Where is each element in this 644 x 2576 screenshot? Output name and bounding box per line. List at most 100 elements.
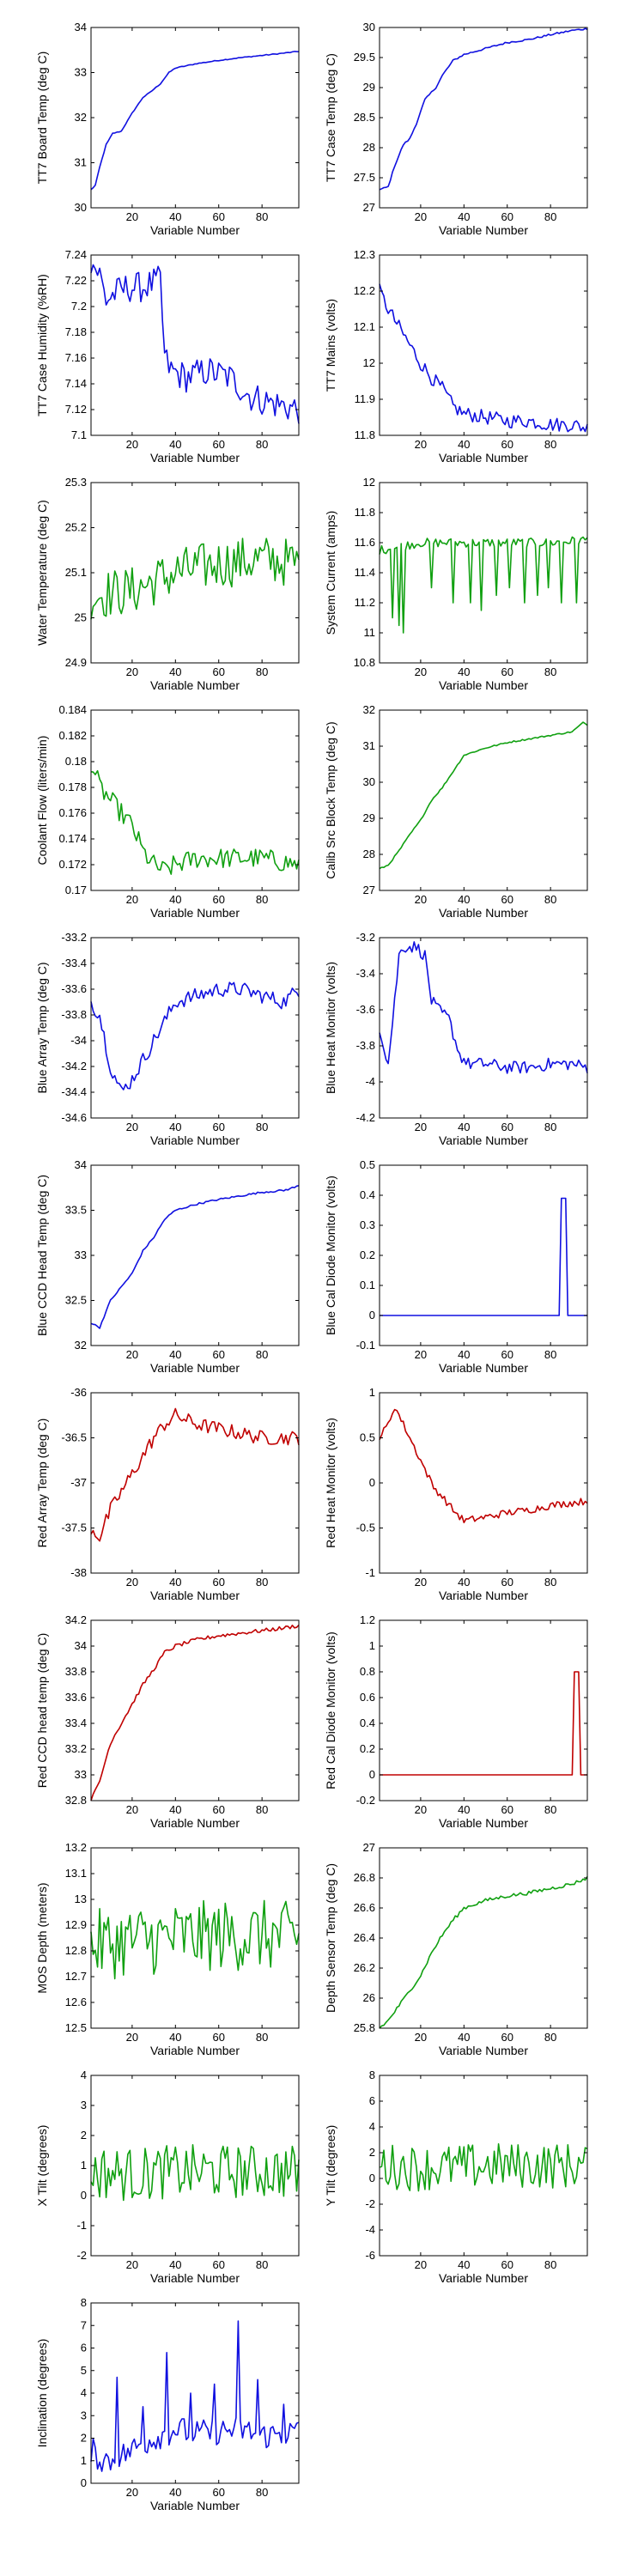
x-tick-label: 80 xyxy=(256,1348,268,1361)
y-tick-label: 10.8 xyxy=(354,656,375,669)
y-tick-label: 0.8 xyxy=(360,1665,375,1678)
x-tick-label: 40 xyxy=(458,1803,470,1816)
x-tick-label: 60 xyxy=(501,1348,513,1361)
x-axis-label: Variable Number xyxy=(150,2271,240,2285)
series-line xyxy=(90,2144,300,2202)
plot-frame xyxy=(90,937,300,1119)
x-tick-label: 40 xyxy=(169,893,181,906)
x-tick-label: 80 xyxy=(256,2486,268,2499)
plot-frame xyxy=(90,2302,300,2484)
y-tick-label: 26 xyxy=(363,1991,375,2004)
x-tick-label: 20 xyxy=(415,2258,427,2271)
x-tick-label: 80 xyxy=(544,438,556,451)
x-tick-label: 40 xyxy=(458,210,470,223)
y-tick-label: 8 xyxy=(369,2069,375,2081)
plot-frame xyxy=(379,1847,588,2029)
x-tick-label: 60 xyxy=(501,1803,513,1816)
y-tick-label: -1 xyxy=(76,2219,87,2232)
plot-frame xyxy=(379,937,588,1119)
y-tick-label: 12.3 xyxy=(354,248,375,261)
x-tick-label: 40 xyxy=(169,438,181,451)
y-axis-label: Coolant Flow (liters/min) xyxy=(35,736,49,866)
x-tick-label: 40 xyxy=(458,665,470,678)
chart-panel-16: 20 40 60 80 -0.2 0 0.2 0.4 0.6 0.8 1 1.2 Variable Nu… xyxy=(324,1613,588,1830)
x-axis-label: Variable Number xyxy=(439,1816,528,1830)
chart-panel-2: 20 40 60 80 27 27.5 28 28.5 29 29.5 30 Variable Num… xyxy=(324,21,588,237)
series-line xyxy=(379,27,588,191)
x-tick-label: 40 xyxy=(169,1803,181,1816)
x-tick-label: 60 xyxy=(212,2486,224,2499)
plot-frame xyxy=(379,1164,588,1346)
x-tick-label: 20 xyxy=(415,893,427,906)
series-line xyxy=(380,1197,587,1316)
y-tick-label: 28.5 xyxy=(354,111,375,124)
y-tick-label: 11 xyxy=(364,626,376,639)
x-tick-label: 40 xyxy=(458,1576,470,1589)
y-axis-label: Water Temperature (deg C) xyxy=(35,500,49,646)
x-tick-label: 80 xyxy=(256,2031,268,2044)
x-tick-label: 60 xyxy=(212,1803,224,1816)
y-tick-label: 11.6 xyxy=(355,536,375,549)
x-axis-label: Variable Number xyxy=(150,1133,240,1147)
x-tick-label: 20 xyxy=(415,1803,427,1816)
y-tick-label: -4.2 xyxy=(356,1111,375,1124)
y-tick-label: 7.22 xyxy=(65,274,87,287)
y-tick-label: 25.8 xyxy=(354,2021,375,2034)
y-tick-label: 25.1 xyxy=(65,566,87,579)
series-line xyxy=(379,941,588,1074)
y-tick-label: 33.6 xyxy=(65,1691,87,1704)
y-tick-label: -4 xyxy=(365,1075,375,1088)
plot-frame xyxy=(90,1392,300,1574)
y-tick-label: 25.2 xyxy=(65,521,87,534)
x-tick-label: 80 xyxy=(544,2258,556,2271)
x-tick-label: 20 xyxy=(126,210,138,223)
y-axis-label: Blue Array Temp (deg C) xyxy=(35,962,49,1093)
y-tick-label: -37.5 xyxy=(61,1522,87,1534)
y-tick-label: 0.174 xyxy=(58,832,87,845)
y-tick-label: -0.2 xyxy=(356,1794,375,1807)
y-tick-label: 31 xyxy=(75,156,87,169)
y-tick-label: 11.9 xyxy=(355,392,375,405)
x-tick-label: 80 xyxy=(256,1121,268,1133)
x-tick-label: 20 xyxy=(126,1803,138,1816)
series-line xyxy=(90,981,300,1091)
x-tick-label: 20 xyxy=(415,210,427,223)
y-tick-label: 0.172 xyxy=(58,858,87,871)
y-tick-label: 32 xyxy=(363,703,375,716)
x-tick-label: 60 xyxy=(501,1576,513,1589)
y-axis-label: TT7 Board Temp (deg C) xyxy=(35,52,49,185)
y-tick-label: 24.9 xyxy=(65,656,87,669)
y-tick-label: 32 xyxy=(75,1339,87,1352)
y-tick-label: 29 xyxy=(363,81,375,94)
y-tick-label: 4 xyxy=(81,2069,87,2081)
y-tick-label: 7.24 xyxy=(65,248,87,261)
y-tick-label: 26.6 xyxy=(354,1901,375,1914)
series-line xyxy=(379,1408,588,1523)
y-tick-label: 13.2 xyxy=(65,1841,87,1854)
series-line xyxy=(90,1185,300,1329)
y-tick-label: -34.2 xyxy=(61,1060,87,1072)
x-tick-label: 20 xyxy=(126,2258,138,2271)
y-tick-label: 12.6 xyxy=(65,1996,87,2008)
y-tick-label: 2 xyxy=(81,2432,87,2445)
y-tick-label: 0 xyxy=(369,1768,375,1781)
y-tick-label: 29.5 xyxy=(354,51,375,64)
chart-panel-19: 20 40 60 80 -2 -1 0 1 2 3 4 Variable Number X Tilt (… xyxy=(35,2069,300,2285)
x-tick-label: 60 xyxy=(212,2258,224,2271)
chart-panel-17: 20 40 60 80 12.5 12.6 12.7 12.8 12.9 13 13.1 13.2 Va… xyxy=(35,1841,300,2057)
y-tick-label: 7.2 xyxy=(71,300,87,313)
y-tick-label: 34 xyxy=(75,1639,87,1652)
y-tick-label: 3 xyxy=(81,2409,87,2421)
y-tick-label: 0.178 xyxy=(58,781,87,793)
x-axis-label: Variable Number xyxy=(150,223,240,237)
y-tick-label: -4 xyxy=(365,2223,375,2236)
x-tick-label: 40 xyxy=(458,438,470,451)
y-tick-label: 1.2 xyxy=(360,1613,375,1626)
y-tick-label: 25.3 xyxy=(65,476,87,489)
x-tick-label: 80 xyxy=(544,1348,556,1361)
x-tick-label: 40 xyxy=(458,2031,470,2044)
y-tick-label: 33 xyxy=(75,66,87,79)
x-axis-label: Variable Number xyxy=(150,2499,240,2512)
x-tick-label: 60 xyxy=(212,438,224,451)
